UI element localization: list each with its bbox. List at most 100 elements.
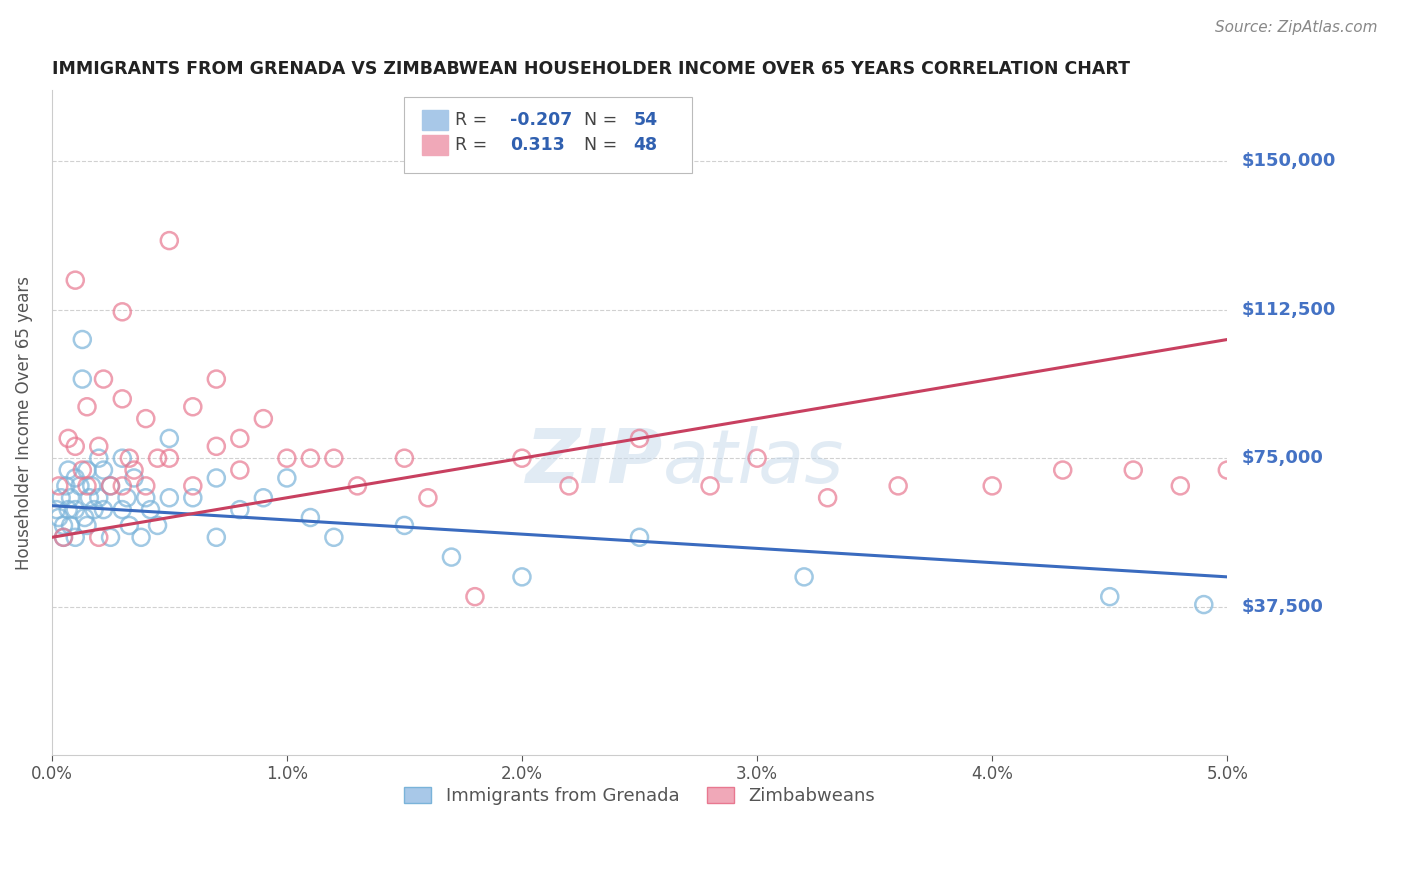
- Point: [65, 439, 87, 453]
- Point: [87, 439, 110, 453]
- Point: [65, 471, 87, 485]
- Point: [48, 479, 70, 493]
- Point: [59, 491, 82, 505]
- FancyBboxPatch shape: [422, 111, 449, 130]
- Point: [76, 400, 98, 414]
- Point: [440, 550, 463, 565]
- Text: 48: 48: [634, 136, 658, 154]
- Text: $150,000: $150,000: [1241, 153, 1336, 170]
- Point: [93, 372, 115, 386]
- Point: [87, 530, 110, 544]
- Y-axis label: Householder Income Over 65 years: Householder Income Over 65 years: [15, 276, 32, 570]
- Point: [628, 431, 651, 445]
- Point: [52, 530, 75, 544]
- Point: [252, 411, 274, 425]
- Point: [122, 463, 145, 477]
- Point: [510, 451, 533, 466]
- Point: [111, 479, 134, 493]
- Point: [205, 439, 228, 453]
- Text: IMMIGRANTS FROM GRENADA VS ZIMBABWEAN HOUSEHOLDER INCOME OVER 65 YEARS CORRELATI: IMMIGRANTS FROM GRENADA VS ZIMBABWEAN HO…: [52, 60, 1130, 78]
- Point: [73, 510, 96, 524]
- Point: [135, 479, 157, 493]
- Point: [100, 479, 122, 493]
- Point: [628, 530, 651, 544]
- Point: [558, 479, 581, 493]
- Point: [276, 451, 298, 466]
- Text: -0.207: -0.207: [510, 112, 572, 129]
- Point: [276, 471, 298, 485]
- Point: [205, 372, 228, 386]
- Point: [72, 333, 94, 347]
- Point: [322, 451, 344, 466]
- Point: [49, 491, 72, 505]
- Text: $112,500: $112,500: [1241, 301, 1336, 318]
- Point: [157, 234, 180, 248]
- Point: [394, 518, 416, 533]
- Text: $75,000: $75,000: [1241, 450, 1323, 467]
- Point: [58, 463, 80, 477]
- Text: atlas: atlas: [664, 426, 845, 499]
- Point: [229, 463, 252, 477]
- Point: [65, 502, 87, 516]
- Text: N =: N =: [585, 136, 623, 154]
- Point: [72, 372, 94, 386]
- Point: [48, 510, 70, 524]
- Point: [111, 502, 134, 516]
- Point: [93, 463, 115, 477]
- Point: [118, 451, 141, 466]
- Text: $37,500: $37,500: [1241, 598, 1323, 615]
- Point: [65, 273, 87, 287]
- Point: [181, 479, 204, 493]
- Point: [111, 451, 134, 466]
- Point: [135, 411, 157, 425]
- Point: [115, 491, 138, 505]
- Text: 54: 54: [634, 112, 658, 129]
- Point: [205, 530, 228, 544]
- Point: [45, 502, 67, 516]
- Point: [93, 502, 115, 516]
- Text: Source: ZipAtlas.com: Source: ZipAtlas.com: [1215, 20, 1378, 35]
- Text: R =: R =: [456, 136, 492, 154]
- Point: [887, 479, 910, 493]
- Point: [346, 479, 368, 493]
- Point: [69, 479, 91, 493]
- Point: [1098, 590, 1121, 604]
- Point: [394, 451, 416, 466]
- Point: [299, 510, 322, 524]
- Point: [76, 479, 98, 493]
- Point: [79, 491, 101, 505]
- Point: [416, 491, 439, 505]
- Point: [100, 479, 122, 493]
- Point: [72, 463, 94, 477]
- Point: [76, 518, 98, 533]
- Point: [181, 491, 204, 505]
- Legend: Immigrants from Grenada, Zimbabweans: Immigrants from Grenada, Zimbabweans: [396, 780, 882, 813]
- FancyBboxPatch shape: [405, 97, 692, 173]
- Point: [1216, 463, 1239, 477]
- Point: [229, 502, 252, 516]
- Point: [129, 530, 152, 544]
- Point: [111, 305, 134, 319]
- Point: [205, 471, 228, 485]
- Point: [981, 479, 1004, 493]
- FancyBboxPatch shape: [422, 136, 449, 155]
- Point: [157, 491, 180, 505]
- Point: [299, 451, 322, 466]
- Text: 0.313: 0.313: [510, 136, 565, 154]
- Point: [122, 471, 145, 485]
- Point: [322, 530, 344, 544]
- Point: [793, 570, 815, 584]
- Point: [146, 518, 169, 533]
- Point: [745, 451, 768, 466]
- Point: [55, 479, 77, 493]
- Text: R =: R =: [456, 112, 492, 129]
- Point: [83, 502, 105, 516]
- Point: [229, 431, 252, 445]
- Point: [58, 502, 80, 516]
- Point: [1192, 598, 1215, 612]
- Point: [52, 530, 75, 544]
- Point: [146, 451, 169, 466]
- Point: [1052, 463, 1074, 477]
- Point: [87, 491, 110, 505]
- Point: [510, 570, 533, 584]
